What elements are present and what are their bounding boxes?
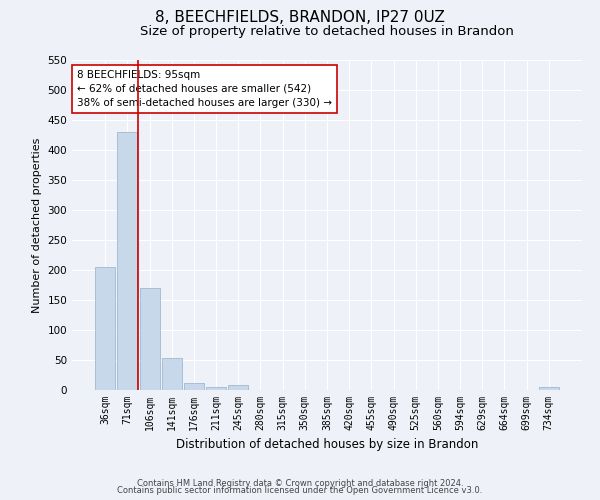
- Text: 8 BEECHFIELDS: 95sqm
← 62% of detached houses are smaller (542)
38% of semi-deta: 8 BEECHFIELDS: 95sqm ← 62% of detached h…: [77, 70, 332, 108]
- Bar: [95, 267, 115, 390]
- Text: Contains HM Land Registry data © Crown copyright and database right 2024.: Contains HM Land Registry data © Crown c…: [137, 478, 463, 488]
- Bar: [184, 383, 204, 390]
- Text: 8, BEECHFIELDS, BRANDON, IP27 0UZ: 8, BEECHFIELDS, BRANDON, IP27 0UZ: [155, 10, 445, 25]
- Text: Contains public sector information licensed under the Open Government Licence v3: Contains public sector information licen…: [118, 486, 482, 495]
- Bar: [140, 288, 160, 390]
- Title: Size of property relative to detached houses in Brandon: Size of property relative to detached ho…: [140, 25, 514, 38]
- Bar: [539, 387, 559, 390]
- Bar: [162, 358, 182, 390]
- Bar: [228, 385, 248, 390]
- Bar: [206, 387, 226, 390]
- Bar: [118, 132, 137, 390]
- X-axis label: Distribution of detached houses by size in Brandon: Distribution of detached houses by size …: [176, 438, 478, 452]
- Y-axis label: Number of detached properties: Number of detached properties: [32, 138, 42, 312]
